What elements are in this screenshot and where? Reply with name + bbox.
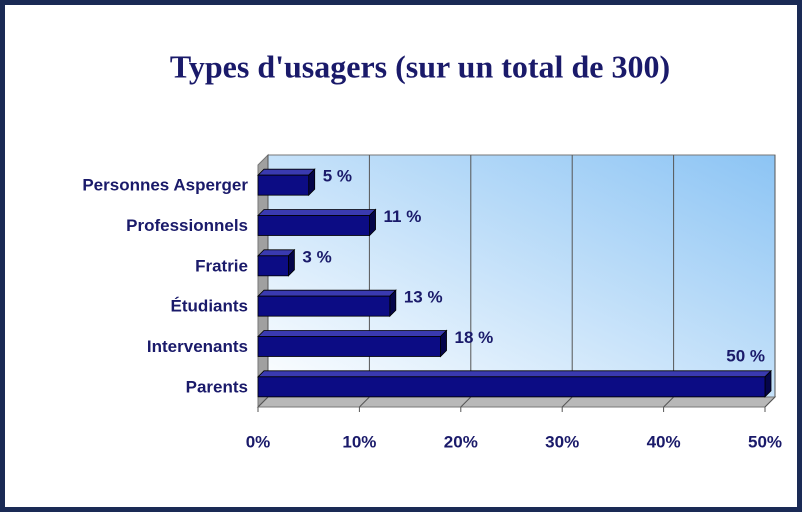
bar [257, 248, 296, 277]
y-tick-label: Intervenants [147, 337, 248, 356]
bar [257, 208, 377, 237]
bar-top [257, 168, 316, 176]
bar-front [257, 174, 310, 196]
bar-front [257, 295, 391, 317]
floor [256, 396, 777, 408]
chart-title: Types d'usagers (sur un total de 300) [170, 48, 670, 84]
value-label: 13 % [404, 288, 443, 307]
bar-top [257, 209, 377, 216]
bar-front [257, 255, 289, 277]
x-tick-label: 30% [545, 432, 579, 451]
x-tick-label: 0% [246, 432, 271, 451]
bar-front [257, 336, 441, 357]
bar-top [257, 330, 448, 337]
value-label: 50 % [726, 346, 765, 365]
floor-line [663, 396, 674, 408]
bar [257, 369, 772, 398]
y-tick-label: Professionnels [126, 216, 248, 235]
value-label: 5 % [323, 167, 352, 186]
x-tick-label: 20% [444, 432, 478, 451]
y-tick-label: Parents [186, 377, 248, 396]
floor-line [359, 396, 370, 408]
floor-line [460, 396, 472, 408]
x-tick-label: 40% [647, 432, 681, 451]
bar [257, 289, 397, 318]
floor-line [764, 396, 776, 408]
back-wall [267, 154, 776, 398]
x-tick-label: 10% [342, 432, 376, 451]
y-tick-label: Fratrie [195, 256, 248, 275]
bar-top [257, 289, 397, 297]
bar [257, 329, 448, 358]
floor-line [257, 396, 269, 408]
value-label: 18 % [455, 328, 494, 347]
bar [257, 168, 316, 197]
bar-front [257, 376, 766, 398]
value-label: 3 % [302, 247, 331, 266]
x-tick-label: 50% [748, 432, 782, 451]
floor-line [561, 396, 573, 408]
y-tick-label: Personnes Asperger [82, 176, 248, 195]
bar-top [257, 370, 772, 378]
bar-front [257, 215, 370, 236]
value-label: 11 % [384, 207, 422, 226]
y-tick-label: Étudiants [171, 297, 248, 316]
